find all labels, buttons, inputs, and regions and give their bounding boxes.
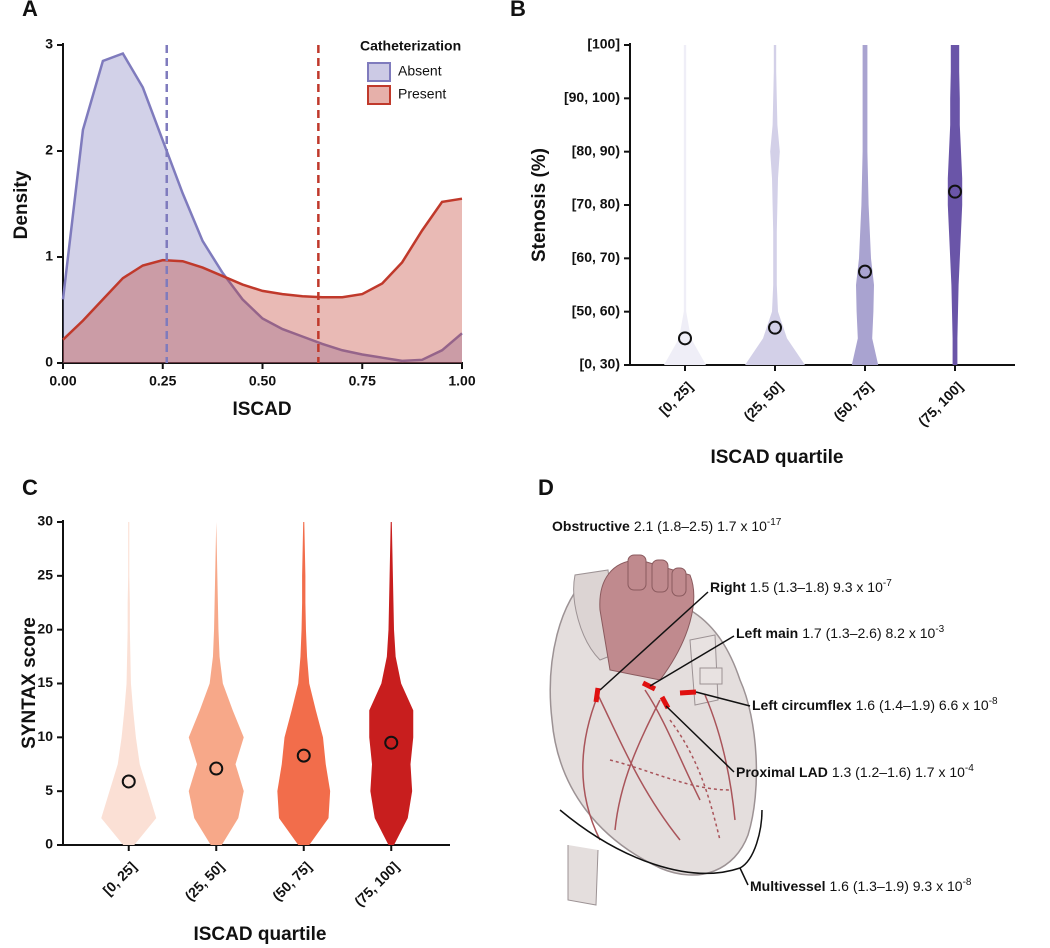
violin bbox=[101, 522, 157, 845]
mean-dot bbox=[384, 735, 399, 750]
x-axis-title: ISCAD bbox=[232, 399, 291, 420]
mean-dot bbox=[678, 331, 692, 346]
label-name: Multivessel bbox=[750, 878, 825, 894]
label-name: Obstructive bbox=[552, 518, 630, 534]
label: Proximal LAD 1.3 (1.2–1.6) 1.7 x 10-4 bbox=[736, 763, 974, 780]
x-tick-label: (25, 50] bbox=[182, 858, 227, 903]
label-exponent: -8 bbox=[963, 877, 972, 888]
label-exponent: -3 bbox=[935, 624, 944, 635]
x-tick-label: (50, 75] bbox=[830, 378, 875, 423]
y-axis-title: SYNTAX score bbox=[19, 617, 40, 749]
mean-dot bbox=[209, 761, 224, 776]
violin bbox=[277, 522, 331, 845]
y-tick-label: [50, 60) bbox=[572, 302, 620, 318]
y-tick-label: 5 bbox=[45, 782, 53, 798]
y-tick-label: [70, 80) bbox=[572, 196, 620, 212]
density-line bbox=[61, 51, 463, 363]
x-tick-label: [0, 25] bbox=[100, 858, 140, 898]
x-tick-label: (75, 100] bbox=[351, 858, 402, 909]
violin bbox=[369, 522, 414, 845]
mean-dot bbox=[768, 320, 782, 335]
legend-label: Present bbox=[398, 86, 446, 102]
y-tick-label: 10 bbox=[37, 728, 53, 744]
label-stats: 1.3 (1.2–1.6) 1.7 x 10 bbox=[832, 764, 965, 780]
x-tick-label: (25, 50] bbox=[740, 378, 785, 423]
y-tick-label: 3 bbox=[45, 36, 53, 52]
label: Multivessel 1.6 (1.3–1.9) 9.3 x 10-8 bbox=[750, 877, 972, 894]
mean-dot bbox=[121, 774, 136, 789]
y-tick-label: 30 bbox=[37, 513, 53, 529]
label-exponent: -4 bbox=[965, 763, 974, 774]
y-tick-label: 1 bbox=[45, 248, 53, 264]
label: Left circumflex 1.6 (1.4–1.9) 6.6 x 10-8 bbox=[752, 696, 998, 713]
diagram-labels: Obstructive 2.1 (1.8–2.5) 1.7 x 10-17 Rig… bbox=[552, 517, 998, 894]
y-axis-title: Stenosis (%) bbox=[529, 148, 550, 262]
mean-dot bbox=[948, 184, 962, 199]
label-stats: 1.5 (1.3–1.8) 9.3 x 10 bbox=[750, 579, 883, 595]
x-tick-label: (75, 100] bbox=[915, 378, 966, 429]
panel-label: C bbox=[22, 475, 38, 500]
heart-illustration bbox=[549, 554, 763, 906]
label-exponent: -8 bbox=[989, 696, 998, 707]
violin bbox=[851, 45, 879, 365]
panel-label: D bbox=[538, 475, 554, 500]
y-tick-label: [90, 100) bbox=[564, 89, 620, 105]
y-tick-label: [80, 90) bbox=[572, 142, 620, 158]
x-tick-label: 0.75 bbox=[349, 373, 376, 389]
x-tick-label: 0.00 bbox=[49, 373, 76, 389]
label: Obstructive 2.1 (1.8–2.5) 1.7 x 10-17 bbox=[552, 517, 782, 534]
label-name: Proximal LAD bbox=[736, 764, 828, 780]
violin bbox=[745, 45, 805, 365]
panel-label: A bbox=[22, 0, 38, 21]
y-tick-label: [60, 70) bbox=[572, 249, 620, 265]
legend-title: Catheterization bbox=[360, 38, 461, 54]
x-axis-title: ISCAD quartile bbox=[193, 924, 326, 945]
violin bbox=[947, 45, 963, 365]
y-tick-label: [0, 30) bbox=[580, 356, 620, 372]
x-tick-label: (50, 75] bbox=[269, 858, 314, 903]
y-tick-label: 15 bbox=[37, 674, 53, 690]
label-stats: 2.1 (1.8–2.5) 1.7 x 10 bbox=[634, 518, 767, 534]
y-tick-label: 20 bbox=[37, 620, 53, 636]
label: Left main 1.7 (1.3–2.6) 8.2 x 10-3 bbox=[736, 624, 945, 641]
y-tick-label: [100] bbox=[587, 36, 620, 52]
legend-label: Absent bbox=[398, 63, 442, 79]
y-tick-label: 25 bbox=[37, 567, 53, 583]
label-name: Right bbox=[710, 579, 746, 595]
density-area bbox=[63, 53, 462, 363]
x-tick-label: [0, 25] bbox=[656, 378, 696, 418]
legend-swatch bbox=[367, 62, 391, 82]
y-tick-label: 0 bbox=[45, 354, 53, 370]
mean-dot bbox=[296, 748, 311, 763]
violin bbox=[664, 45, 706, 365]
label-stats: 1.7 (1.3–2.6) 8.2 x 10 bbox=[802, 625, 935, 641]
density-area bbox=[63, 198, 462, 363]
legend-swatch bbox=[367, 85, 391, 105]
label-exponent: -17 bbox=[767, 517, 782, 528]
label: Right 1.5 (1.3–1.8) 9.3 x 10-7 bbox=[710, 578, 892, 595]
label-stats: 1.6 (1.3–1.9) 9.3 x 10 bbox=[829, 878, 962, 894]
y-tick-label: 0 bbox=[45, 836, 53, 852]
label-stats: 1.6 (1.4–1.9) 6.6 x 10 bbox=[856, 697, 989, 713]
y-axis-title: Density bbox=[11, 170, 32, 239]
x-tick-label: 0.50 bbox=[249, 373, 276, 389]
y-tick-label: 2 bbox=[45, 142, 53, 158]
label-exponent: -7 bbox=[883, 578, 892, 589]
label-name: Left main bbox=[736, 625, 798, 641]
density-line bbox=[62, 197, 463, 341]
x-tick-label: 0.25 bbox=[149, 373, 176, 389]
x-tick-label: 1.00 bbox=[448, 373, 475, 389]
mean-dot bbox=[858, 264, 872, 279]
violin bbox=[188, 522, 244, 845]
panel-label: B bbox=[510, 0, 526, 21]
x-axis-title: ISCAD quartile bbox=[710, 447, 843, 468]
label-name: Left circumflex bbox=[752, 697, 852, 713]
